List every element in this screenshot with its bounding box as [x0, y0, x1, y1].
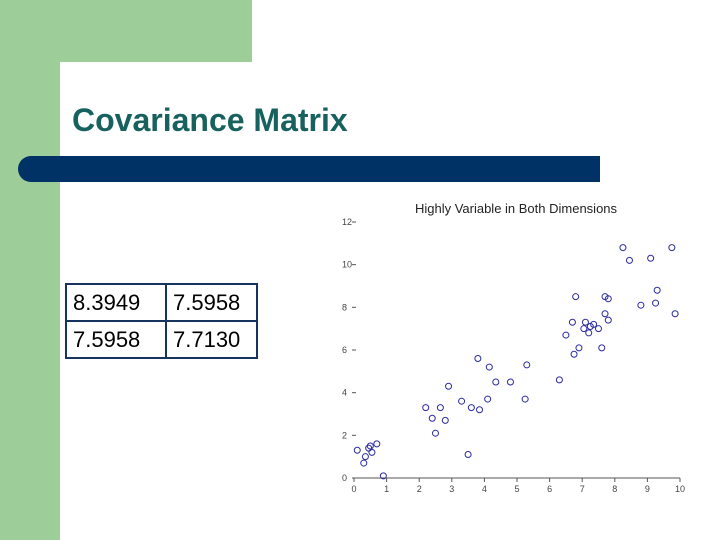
data-point: [595, 325, 602, 333]
data-point: [562, 331, 570, 339]
y-tick-label: 8: [342, 302, 347, 312]
data-point: [580, 325, 588, 333]
data-point: [360, 459, 368, 467]
x-tick-label: 1: [384, 484, 389, 494]
y-tick-label: 4: [342, 388, 347, 398]
data-point: [432, 429, 439, 437]
data-point: [428, 414, 436, 422]
matrix-cell: 7.5958: [65, 320, 167, 359]
data-point: [373, 440, 381, 448]
x-tick-label: 9: [645, 484, 650, 494]
x-tick-label: 0: [351, 484, 356, 494]
data-point: [506, 378, 514, 386]
x-tick-label: 8: [612, 484, 617, 494]
matrix-cell: 8.3949: [65, 283, 167, 322]
data-point: [366, 442, 374, 450]
data-point: [585, 329, 593, 337]
data-point: [523, 361, 531, 369]
matrix-cell: 7.5958: [165, 283, 258, 322]
data-point: [485, 363, 493, 371]
data-point: [581, 318, 589, 326]
data-point: [671, 310, 679, 318]
matrix-cell: 7.7130: [165, 320, 258, 359]
data-point: [422, 404, 430, 412]
data-point: [492, 378, 500, 386]
data-point: [474, 355, 482, 363]
y-tick-label: 6: [342, 345, 347, 355]
data-points: [353, 244, 679, 480]
data-point: [441, 416, 449, 424]
data-point: [604, 295, 612, 303]
data-point: [467, 404, 475, 412]
data-point: [436, 404, 444, 412]
data-point: [575, 344, 583, 352]
x-tick-label: 6: [547, 484, 552, 494]
data-point: [653, 286, 661, 294]
data-point: [458, 397, 466, 405]
slide-title: Covariance Matrix: [72, 102, 348, 138]
data-point: [476, 406, 484, 414]
data-point: [353, 446, 361, 454]
data-point: [590, 320, 598, 328]
data-point: [598, 344, 606, 352]
data-point: [625, 256, 633, 264]
left-green-band: [0, 0, 60, 540]
data-point: [570, 350, 578, 358]
x-tick-label: 3: [449, 484, 454, 494]
data-point: [379, 472, 387, 480]
data-point: [572, 293, 580, 301]
data-point: [484, 395, 492, 403]
y-tick-label: 2: [342, 430, 347, 440]
data-point: [555, 376, 563, 384]
x-tick-label: 2: [417, 484, 422, 494]
data-point: [464, 451, 472, 459]
x-tick-label: 7: [580, 484, 585, 494]
data-point: [445, 382, 453, 390]
y-tick-label: 0: [342, 473, 347, 483]
x-tick-label: 10: [675, 484, 685, 494]
y-tick-label: 10: [342, 260, 352, 270]
data-point: [647, 254, 655, 262]
data-point: [368, 448, 376, 456]
matrix-row: 7.5958 7.7130: [65, 320, 258, 359]
data-point: [652, 299, 660, 307]
matrix-row: 8.3949 7.5958: [65, 283, 258, 322]
x-tick-label: 5: [514, 484, 519, 494]
top-green-band: [0, 0, 252, 62]
data-point: [619, 244, 627, 252]
data-point: [568, 318, 576, 326]
x-tick-label: 4: [482, 484, 487, 494]
data-point: [637, 301, 645, 309]
data-point: [604, 316, 612, 324]
chart-title: Highly Variable in Both Dimensions: [415, 201, 618, 216]
covariance-matrix: 8.3949 7.5958 7.5958 7.7130: [65, 283, 258, 359]
data-point: [521, 395, 529, 403]
title-divider-bar: [18, 156, 600, 182]
y-tick-label: 12: [342, 217, 352, 227]
data-point: [601, 310, 609, 318]
data-point: [361, 453, 369, 461]
data-point: [668, 244, 676, 252]
